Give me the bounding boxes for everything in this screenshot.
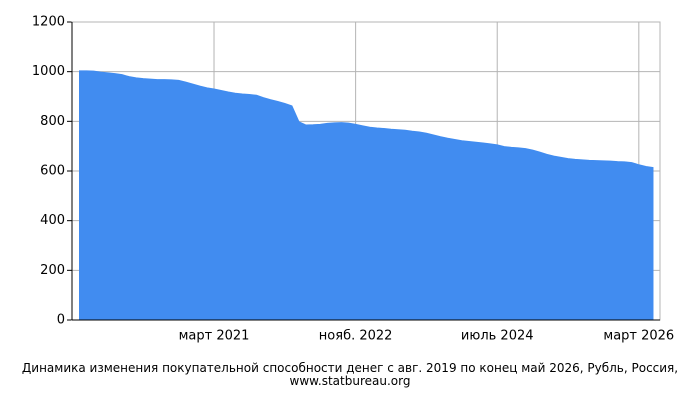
x-tick-label: март 2021 (179, 329, 250, 344)
y-tick-label: 200 (40, 263, 65, 278)
y-tick-label: 600 (40, 164, 65, 179)
y-tick-label: 0 (57, 313, 65, 328)
chart-title: Динамика изменения покупательной способн… (21, 361, 679, 388)
x-tick-label: нояб. 2022 (319, 329, 393, 344)
area (79, 70, 654, 321)
y-tick-label: 1000 (32, 64, 65, 79)
y-tick-label: 1200 (32, 15, 65, 30)
y-tick-label: 400 (40, 213, 65, 228)
y-tick-label: 800 (40, 114, 65, 129)
x-tick-label: июль 2024 (461, 329, 534, 344)
x-tick-label: март 2026 (603, 329, 674, 344)
chart: 0 200 400 600 800 1000 1200 март 2021 нояб. 2022… (32, 15, 674, 344)
